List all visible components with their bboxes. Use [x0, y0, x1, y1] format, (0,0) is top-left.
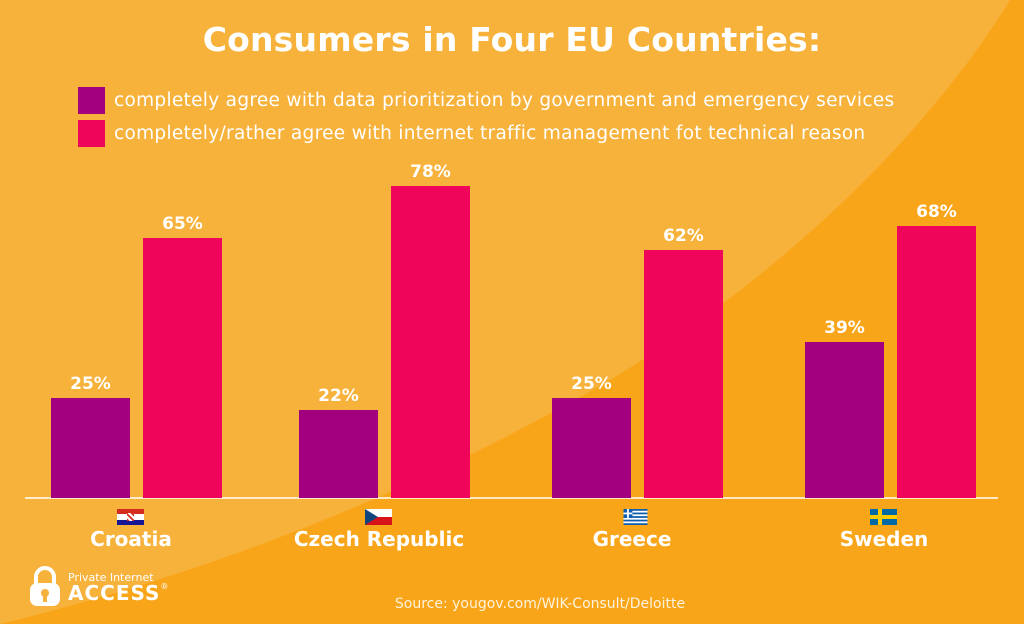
- x-tick-label-greece: Greece: [592, 527, 672, 551]
- padlock-icon: [30, 566, 60, 606]
- legend: completely agree with data prioritizatio…: [78, 84, 894, 150]
- data-label-czech-republic-series-2: 78%: [410, 162, 451, 182]
- bar-sweden-series-1: [805, 342, 884, 498]
- data-label-greece-series-2: 62%: [663, 226, 704, 246]
- bar-greece-series-2: [644, 250, 723, 498]
- legend-swatch-series-1: [78, 87, 105, 114]
- x-tick-label-croatia: Croatia: [90, 527, 172, 551]
- greece-flag-icon: [623, 509, 648, 525]
- data-label-greece-series-1: 25%: [571, 374, 612, 394]
- legend-swatch-series-2: [78, 120, 105, 147]
- data-label-croatia-series-2: 65%: [162, 214, 203, 234]
- logo-registered-mark: ®: [160, 581, 169, 591]
- x-tick-label-czech-republic: Czech Republic: [293, 527, 465, 551]
- bar-sweden-series-2: [897, 226, 976, 498]
- bar-croatia-series-1: [51, 398, 130, 498]
- logo-line-2: ACCESS: [68, 580, 161, 605]
- croatia-flag-icon: [117, 509, 144, 525]
- chart-title: Consumers in Four EU Countries:: [202, 20, 822, 59]
- bar-croatia-series-2: [143, 238, 222, 498]
- legend-item-series-1: completely agree with data prioritizatio…: [78, 84, 894, 117]
- logo-line-1: Private Internet: [68, 570, 154, 584]
- pia-logo: Private Internet ACCESS®: [28, 566, 168, 608]
- bar-czech-republic-series-1: [299, 410, 378, 498]
- x-tick-label-sweden: Sweden: [839, 527, 929, 551]
- czech-flag-icon: [365, 509, 392, 525]
- legend-item-series-2: completely/rather agree with internet tr…: [78, 117, 894, 150]
- data-label-czech-republic-series-1: 22%: [318, 386, 359, 406]
- data-label-sweden-series-2: 68%: [916, 202, 957, 222]
- legend-label-series-1: completely agree with data prioritizatio…: [114, 90, 895, 111]
- legend-label-series-2: completely/rather agree with internet tr…: [114, 123, 866, 144]
- data-label-sweden-series-1: 39%: [824, 318, 865, 338]
- sweden-flag-icon: [870, 509, 897, 525]
- source-note: Source: yougov.com/WIK-Consult/Deloitte: [394, 596, 686, 612]
- bar-greece-series-1: [552, 398, 631, 498]
- data-label-croatia-series-1: 25%: [70, 374, 111, 394]
- bar-czech-republic-series-2: [391, 186, 470, 498]
